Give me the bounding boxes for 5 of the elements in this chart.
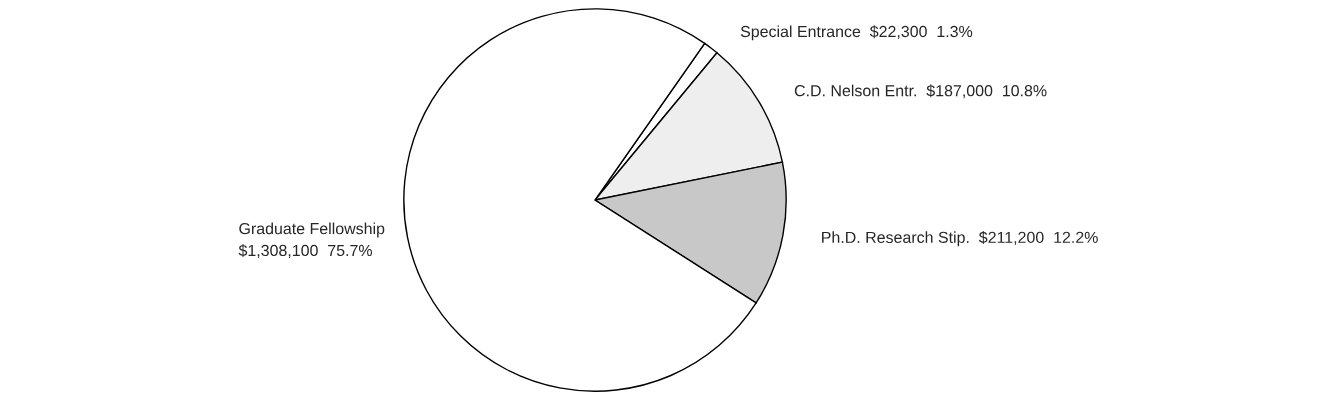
slice-label: C.D. Nelson Entr. $187,000 10.8% [794,84,1047,99]
slice-label: Special Entrance $22,300 1.3% [740,25,973,41]
slice-label: Graduate Fellowship [239,222,385,238]
data-label: $1,308,100 75.7% [238,244,373,258]
slice-label: Ph.D. Research Stip. $211,200 12.2% [822,231,1098,247]
